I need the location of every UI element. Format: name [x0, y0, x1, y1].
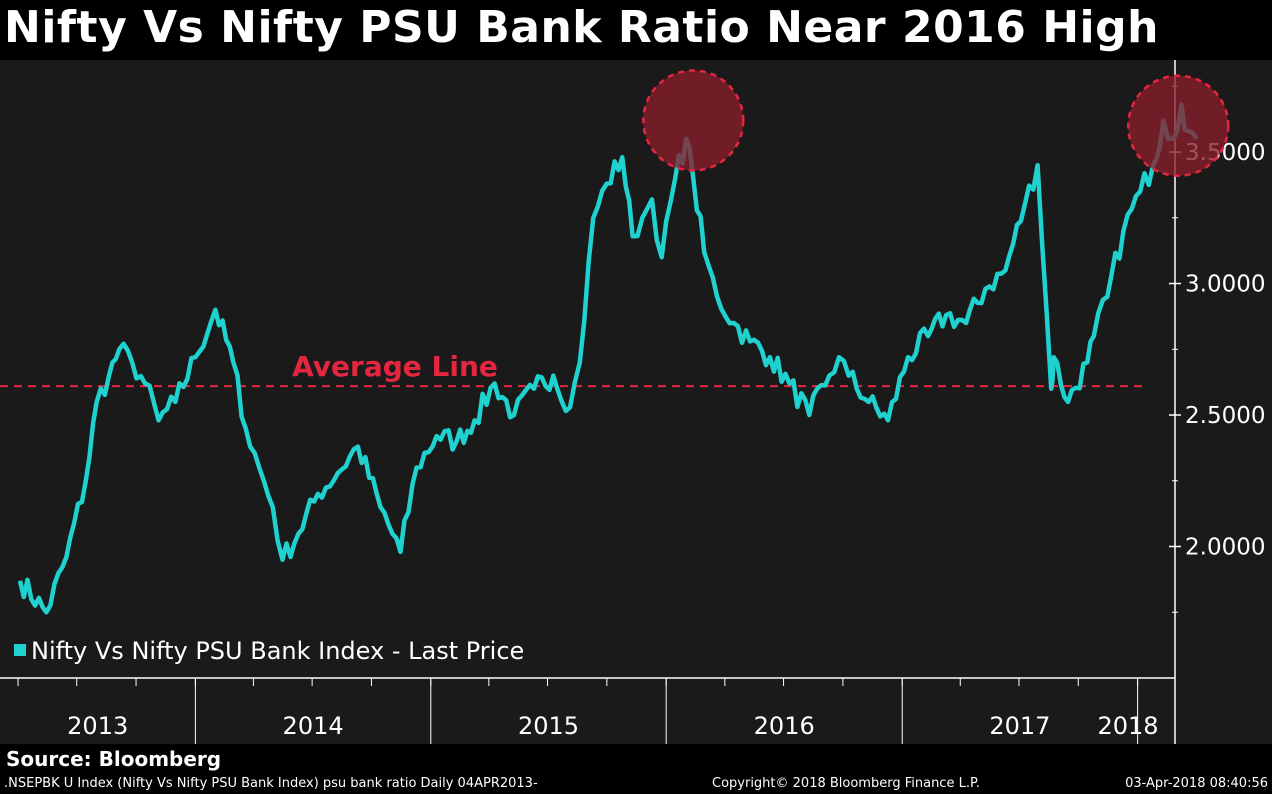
y-tick-label: 2.5000	[1185, 403, 1265, 429]
x-tick-label: 2015	[518, 712, 579, 740]
source-bar: Source: Bloomberg	[0, 744, 1272, 772]
y-tick-label: 3.0000	[1185, 272, 1265, 298]
chart-title: Nifty Vs Nifty PSU Bank Ratio Near 2016 …	[4, 2, 1159, 53]
legend-swatch	[14, 644, 26, 656]
plot-background	[0, 60, 1175, 678]
timestamp: 03-Apr-2018 08:40:56	[1125, 776, 1268, 791]
average-line-label: Average Line	[292, 350, 498, 383]
x-tick-label: 2014	[283, 712, 344, 740]
meta-bar: .NSEPBK U Index (Nifty Vs Nifty PSU Bank…	[0, 772, 1272, 794]
x-tick-label: 2018	[1097, 712, 1158, 740]
x-tick-label: 2017	[989, 712, 1050, 740]
highlight-circle	[642, 69, 745, 172]
title-bar: Nifty Vs Nifty PSU Bank Ratio Near 2016 …	[0, 0, 1272, 60]
chart-area: 2.0000 2.5000 3.0000 3.5000 2013 2014 2015 2016…	[0, 60, 1272, 744]
x-tick-label: 2016	[754, 712, 815, 740]
x-tick-label: 2013	[67, 712, 128, 740]
source-label: Source: Bloomberg	[6, 747, 222, 771]
y-tick-label: 2.0000	[1185, 535, 1265, 561]
series-line	[17, 102, 1199, 615]
highlight-circle	[1126, 74, 1230, 177]
index-description: .NSEPBK U Index (Nifty Vs Nifty PSU Bank…	[4, 776, 538, 791]
legend-label: Nifty Vs Nifty PSU Bank Index - Last Pri…	[31, 637, 524, 665]
copyright-notice: Copyright© 2018 Bloomberg Finance L.P.	[712, 776, 980, 791]
